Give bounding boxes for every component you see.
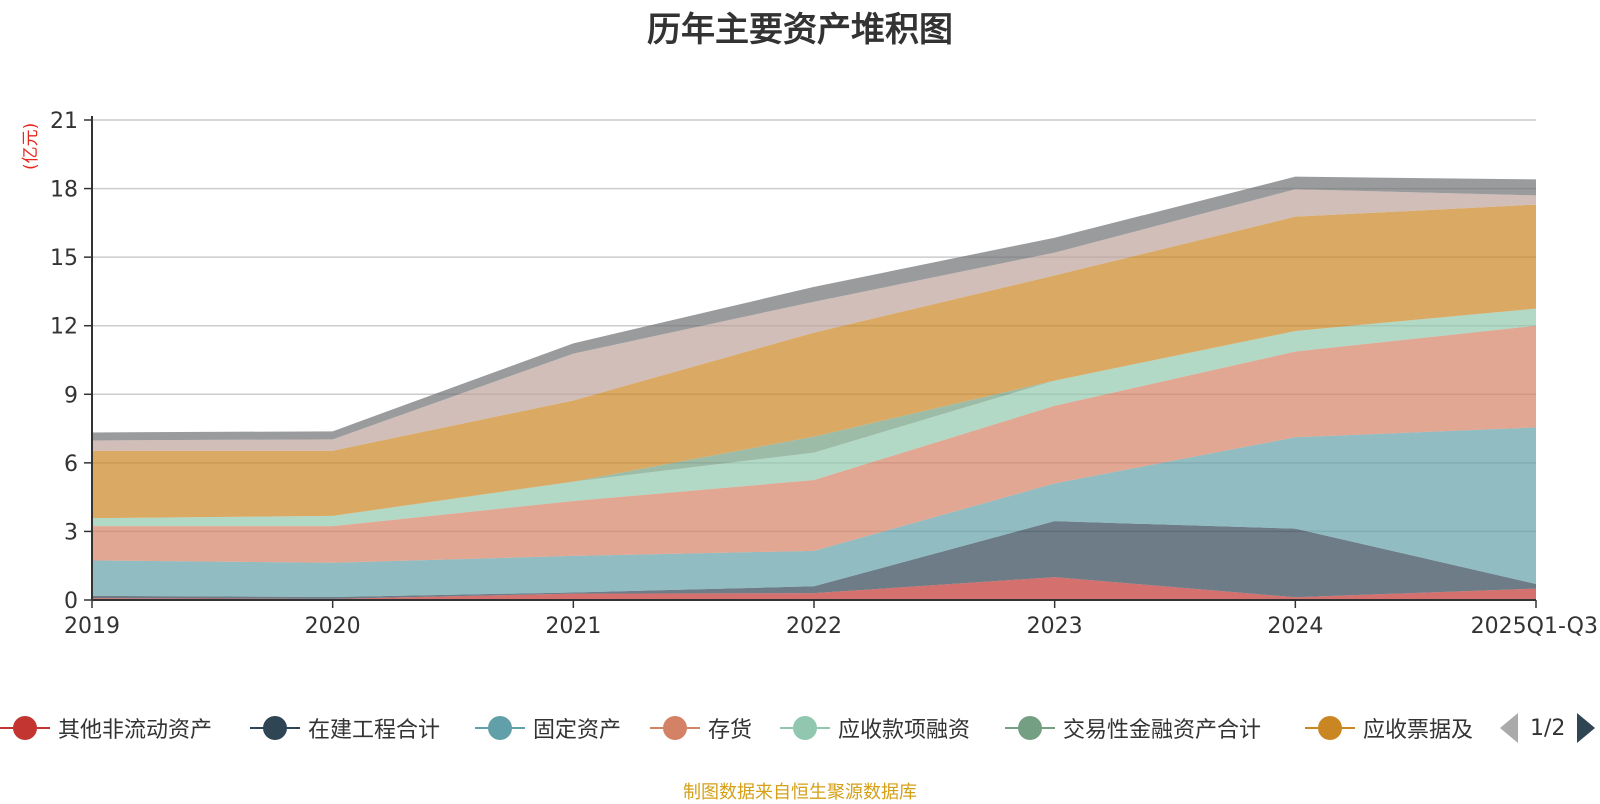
x-tick-label: 2022 (786, 614, 842, 639)
legend-item[interactable]: 固定资产 (475, 708, 621, 748)
legend-marker-icon (650, 708, 700, 748)
legend-label: 交易性金融资产合计 (1063, 718, 1262, 743)
y-tick-label: 18 (50, 178, 78, 203)
y-tick-label: 15 (50, 246, 78, 271)
area-layer (92, 176, 1536, 600)
legend-label: 其他非流动资产 (58, 718, 213, 743)
legend-page-indicator: 1/2 (1530, 715, 1566, 741)
y-tick-label: 0 (64, 589, 78, 614)
x-tick-label: 2021 (545, 614, 601, 639)
legend-next-icon[interactable] (1577, 713, 1596, 743)
legend-pager: 1/2 (1500, 712, 1596, 744)
x-tick-label: 2025Q1-Q3 (1471, 614, 1598, 639)
area-series-8[interactable] (92, 189, 1536, 451)
legend-marker-icon (250, 708, 300, 748)
legend-label: 应收款项融资 (838, 718, 971, 743)
legend-item[interactable]: 应收款项融资 (780, 708, 970, 748)
stacked-area-chart: 0 3 6 9 12 15 18 21 2019 2020 2021 2022 2023 2024 2025… (50, 109, 1598, 639)
legend-label: 固定资产 (533, 718, 622, 743)
legend-marker-icon (1305, 708, 1355, 748)
legend: 其他非流动资产 在建工程合计 固定资产 存货 应收款项融资 交易性金融资产合计 应收票据及 (0, 708, 1600, 748)
area-series-2[interactable] (92, 521, 1536, 599)
legend-label: 存货 (708, 718, 753, 743)
x-tick-label: 2019 (64, 614, 120, 639)
legend-item[interactable]: 存货 (650, 708, 752, 748)
area-series-3[interactable] (92, 427, 1536, 598)
x-tick-label: 2023 (1027, 614, 1083, 639)
x-tick-label: 2024 (1267, 614, 1323, 639)
y-tick-label: 21 (50, 109, 78, 134)
x-tick-label: 2020 (305, 614, 361, 639)
legend-item[interactable]: 在建工程合计 (250, 708, 440, 748)
axis-layer: 0 3 6 9 12 15 18 21 2019 2020 2021 2022 2023 2024 2025… (50, 109, 1598, 639)
legend-item[interactable]: 应收票据及 (1305, 708, 1473, 748)
area-series-4[interactable] (92, 325, 1536, 563)
y-tick-label: 9 (64, 383, 78, 408)
area-series-7[interactable] (92, 204, 1536, 519)
legend-item[interactable]: 交易性金融资产合计 (1005, 708, 1261, 748)
y-tick-label: 3 (64, 520, 78, 545)
y-tick-label: 6 (64, 452, 78, 477)
legend-marker-icon (780, 708, 830, 748)
chart-title: 历年主要资产堆积图 (647, 10, 953, 50)
legend-prev-icon[interactable] (1500, 713, 1518, 743)
legend-label: 应收票据及 (1363, 718, 1474, 743)
legend-item[interactable]: 其他非流动资产 (0, 708, 212, 748)
source-note: 制图数据来自恒生聚源数据库 (683, 782, 917, 803)
legend-marker-icon (1005, 708, 1055, 748)
area-series-1[interactable] (92, 577, 1536, 600)
legend-marker-icon (475, 708, 525, 748)
area-series-5[interactable] (92, 308, 1536, 527)
y-tick-label: 12 (50, 315, 78, 340)
legend-label: 在建工程合计 (308, 718, 441, 743)
legend-marker-icon (0, 708, 50, 748)
